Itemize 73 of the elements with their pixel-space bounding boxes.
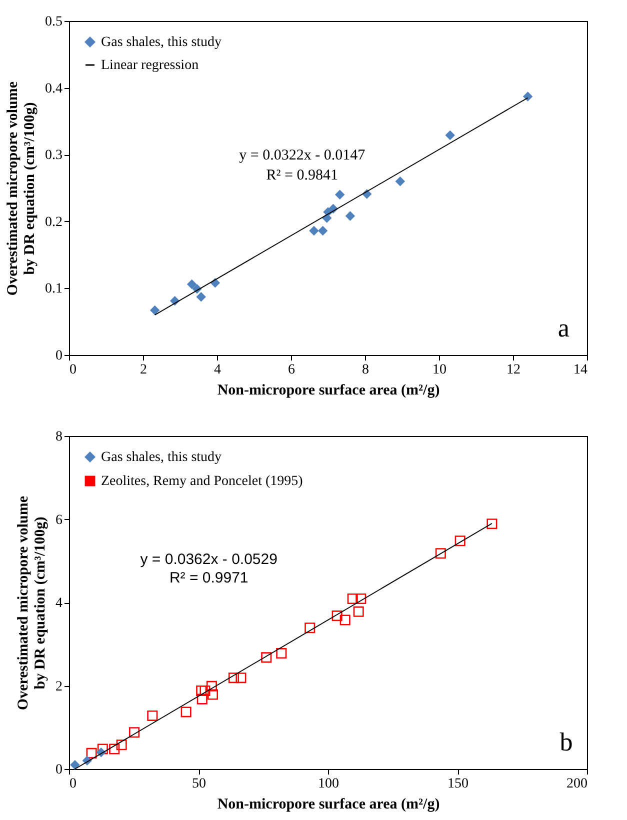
- point: [186, 279, 197, 290]
- point: [180, 706, 192, 718]
- x-tick-label: 6: [288, 362, 295, 378]
- point: [196, 292, 206, 302]
- point: [147, 710, 158, 721]
- point: [207, 689, 218, 700]
- y-tick-label: 0: [56, 762, 62, 778]
- legend-label: Gas shales, this study: [101, 35, 222, 50]
- point: [196, 694, 208, 704]
- point: [435, 548, 446, 559]
- point: [309, 226, 319, 236]
- point: [150, 305, 160, 316]
- point: [276, 648, 287, 659]
- point: [116, 740, 127, 750]
- y-tick-label: 0.2: [45, 214, 62, 230]
- point: [304, 622, 316, 634]
- point: [522, 92, 533, 102]
- y-tick-label: 6: [56, 512, 62, 528]
- annotation: R² = 0.9971: [169, 570, 248, 587]
- point: [206, 680, 217, 692]
- point: [454, 536, 466, 546]
- x-tick-label: 10: [432, 362, 446, 378]
- x-tick-label: 100: [318, 776, 339, 792]
- y-tick-label: 8: [56, 430, 62, 444]
- annotation: a: [558, 313, 570, 342]
- point: [356, 593, 366, 604]
- point: [332, 610, 342, 622]
- x-tick-label: 0: [70, 362, 76, 378]
- x-axis-title: Non-micropore surface area (m²/g): [217, 382, 440, 398]
- x-tick-label: 2: [140, 362, 147, 378]
- point: [318, 226, 328, 236]
- x-tick-label: 200: [566, 776, 588, 792]
- x-tick-label: 50: [192, 776, 206, 792]
- y-axis-title: Overestimated micropore volume by DR equation (cm³/100g): [5, 81, 38, 296]
- point: [129, 727, 140, 738]
- x-tick-label: 0: [70, 776, 76, 792]
- point: [97, 744, 108, 754]
- point: [345, 211, 356, 221]
- y-tick-label: 4: [56, 596, 62, 611]
- legend-label: Gas shales, this study: [101, 450, 222, 465]
- annotation: y = 0.0362x - 0.0529: [140, 551, 278, 568]
- point: [200, 685, 210, 696]
- y-tick-label: 0.4: [45, 81, 62, 96]
- point: [334, 190, 345, 200]
- point: [353, 606, 364, 617]
- x-tick-label: 8: [362, 362, 369, 378]
- y-tick-label: 2: [56, 679, 62, 694]
- point: [70, 760, 80, 770]
- point: [228, 672, 239, 684]
- point: [261, 652, 272, 663]
- x-tick-label: 14: [574, 362, 588, 378]
- x-tick-label: 12: [506, 362, 520, 378]
- point: [86, 748, 97, 758]
- legend-label: Zeolites, Remy and Poncelet (1995): [101, 474, 304, 489]
- y-tick-label: 0.3: [45, 148, 62, 164]
- y-axis-title: Overestimated micropore volume by DR equation (cm³/100g): [16, 496, 48, 710]
- x-tick-label: 4: [214, 362, 221, 378]
- point: [236, 672, 246, 684]
- point: [109, 744, 120, 754]
- point: [445, 130, 455, 140]
- legend-label: Linear regression: [101, 58, 199, 73]
- y-tick-label: 0: [56, 348, 62, 364]
- y-tick-label: 0.1: [45, 282, 62, 297]
- point: [486, 518, 498, 530]
- annotation: b: [560, 727, 573, 756]
- y-tick-label: 0.5: [45, 14, 62, 30]
- annotation: y = 0.0322x - 0.0147: [239, 148, 366, 164]
- x-tick-label: 150: [448, 776, 468, 792]
- x-axis-title: Non-micropore surface area (m²/g): [217, 796, 440, 812]
- annotation: R² = 0.9841: [266, 168, 338, 184]
- point: [395, 176, 406, 186]
- point: [340, 614, 350, 626]
- point: [347, 593, 358, 604]
